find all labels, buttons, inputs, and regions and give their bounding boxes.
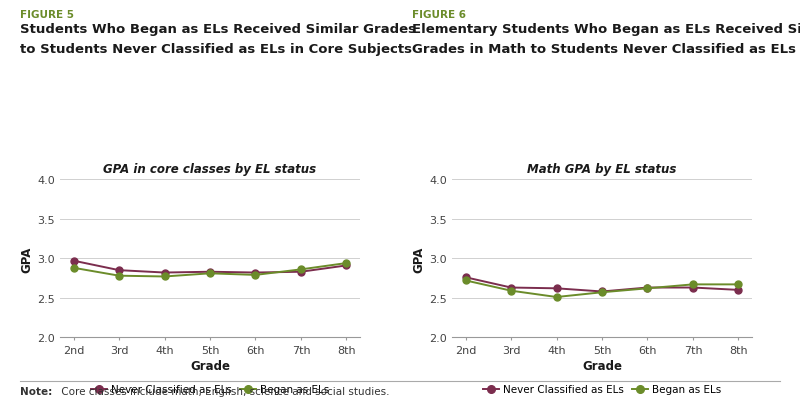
- Title: GPA in core classes by EL status: GPA in core classes by EL status: [103, 163, 317, 176]
- Title: Math GPA by EL status: Math GPA by EL status: [527, 163, 677, 176]
- Legend: Never Classified as ELs, Began as ELs: Never Classified as ELs, Began as ELs: [87, 380, 333, 398]
- Y-axis label: GPA: GPA: [20, 245, 34, 272]
- Y-axis label: GPA: GPA: [412, 245, 426, 272]
- X-axis label: Grade: Grade: [190, 359, 230, 372]
- Text: Note:: Note:: [20, 387, 52, 396]
- Text: Core classes include math, English, science and social studies.: Core classes include math, English, scie…: [58, 387, 389, 396]
- Legend: Never Classified as ELs, Began as ELs: Never Classified as ELs, Began as ELs: [479, 380, 725, 398]
- X-axis label: Grade: Grade: [582, 359, 622, 372]
- Text: Students Who Began as ELs Received Similar Grades: Students Who Began as ELs Received Simil…: [20, 22, 416, 36]
- Text: FIGURE 5: FIGURE 5: [20, 10, 74, 20]
- Text: to Students Never Classified as ELs in Core Subjects: to Students Never Classified as ELs in C…: [20, 43, 412, 56]
- Text: Grades in Math to Students Never Classified as ELs: Grades in Math to Students Never Classif…: [412, 43, 796, 56]
- Text: FIGURE 6: FIGURE 6: [412, 10, 466, 20]
- Text: Elementary Students Who Began as ELs Received Similar: Elementary Students Who Began as ELs Rec…: [412, 22, 800, 36]
